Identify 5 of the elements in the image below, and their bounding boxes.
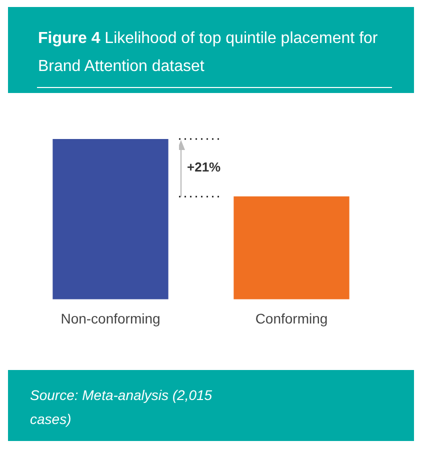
x-tick-label: Non-conforming: [60, 310, 160, 326]
x-tick-label: Conforming: [255, 310, 328, 326]
annotation: +21%: [187, 159, 222, 174]
chart-title: Figure 4 Likelihood of top quintile placement for Brand Attention dataset: [38, 30, 378, 75]
source-note: Source: Meta-analysis (2,015 cases): [8, 370, 414, 441]
